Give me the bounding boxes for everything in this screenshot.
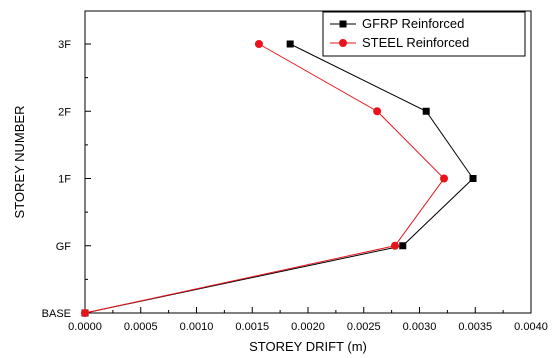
series-point-1 xyxy=(390,241,399,250)
legend-label-steel: STEEL Reinforced xyxy=(362,35,469,50)
legend-marker-steel xyxy=(339,39,347,47)
y-tick-label: GF xyxy=(56,241,72,253)
x-tick-label: 0.0020 xyxy=(291,321,325,333)
x-tick-label: 0.0025 xyxy=(347,321,381,333)
x-tick-label: 0.0030 xyxy=(403,321,437,333)
x-tick-label: 0.0010 xyxy=(180,321,214,333)
series-point-1 xyxy=(254,40,263,48)
series-point-1 xyxy=(373,107,382,116)
series-point-0 xyxy=(422,107,430,115)
legend-label-gfrp: GFRP Reinforced xyxy=(362,16,464,31)
x-axis-title: STOREY DRIFT (m) xyxy=(249,339,367,354)
legend-marker-gfrp xyxy=(339,20,347,28)
y-tick-label: 3F xyxy=(58,39,71,51)
x-tick-label: 0.0035 xyxy=(458,321,492,333)
series-point-0 xyxy=(286,40,294,48)
y-tick-label: 1F xyxy=(58,174,71,186)
y-tick-label: 2F xyxy=(58,106,71,118)
legend-box xyxy=(322,11,526,57)
series-point-0 xyxy=(469,175,477,182)
series-point-1 xyxy=(81,309,89,317)
series-point-0 xyxy=(399,242,407,250)
y-tick-label: BASE xyxy=(42,308,71,320)
x-tick-label: 0.0000 xyxy=(68,321,102,333)
series-line-0 xyxy=(84,43,474,314)
x-axis-ticks: 0.0000 0.0005 0.0010 0.0015 0.0020 0.0025 0.00… xyxy=(68,307,548,333)
y-axis-title: STOREY NUMBER xyxy=(12,106,27,219)
x-tick-label: 0.0005 xyxy=(124,321,158,333)
series-point-1 xyxy=(440,174,449,183)
x-tick-label: 0.0040 xyxy=(514,321,548,333)
series-layer xyxy=(81,40,477,317)
legend: GFRP Reinforced STEEL Reinforced xyxy=(322,11,526,57)
series-line-1 xyxy=(84,43,445,314)
y-axis-ticks: BASE GF 1F 2F 3F xyxy=(42,39,91,320)
x-tick-label: 0.0015 xyxy=(235,321,269,333)
